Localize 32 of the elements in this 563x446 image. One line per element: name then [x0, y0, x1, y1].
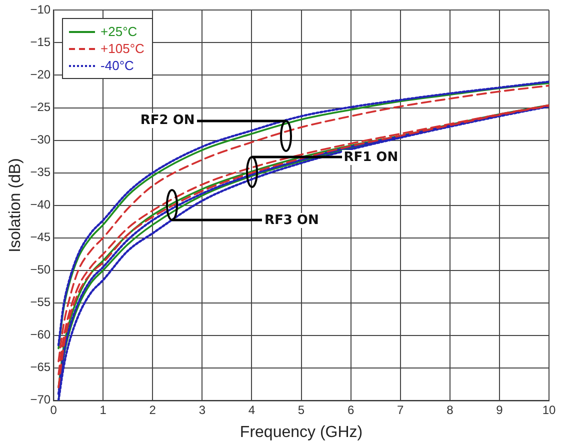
x-axis-title: Frequency (GHz) — [240, 424, 363, 441]
x-tick-label: 9 — [496, 402, 504, 417]
x-tick-label: 3 — [198, 402, 206, 417]
x-tick-label: 1 — [100, 402, 107, 417]
annotation: RF3 ON — [262, 212, 321, 228]
x-tick-label: 8 — [446, 402, 454, 417]
y-tick-label: −60 — [30, 328, 51, 342]
y-tick-label: −25 — [30, 100, 51, 114]
x-tick-label: 2 — [149, 402, 156, 417]
y-tick-label: −20 — [30, 68, 51, 82]
legend-label: +25°C — [100, 23, 138, 40]
x-tick-label: 5 — [298, 402, 305, 417]
y-tick-label: −40 — [30, 198, 51, 212]
y-tick-label: −15 — [30, 35, 51, 50]
y-tick-label: −65 — [30, 360, 51, 374]
y-tick-label: −55 — [30, 295, 51, 310]
annotation: RF1 ON — [342, 150, 400, 165]
x-tick-label: 0 — [50, 402, 58, 417]
y-tick-label: −10 — [30, 2, 51, 17]
legend-label: +105°C — [100, 40, 144, 58]
annotation: RF2 ON — [138, 113, 197, 128]
y-tick-label: −30 — [30, 132, 51, 147]
x-tick-label: 4 — [248, 402, 256, 417]
legend-label: -40°C — [100, 57, 134, 74]
y-tick-label: −70 — [30, 392, 51, 407]
y-axis-title: Isolation (dB) — [7, 158, 24, 252]
y-tick-label: −50 — [30, 262, 51, 277]
x-tick-label: 7 — [397, 402, 404, 417]
y-tick-label: −45 — [30, 230, 51, 244]
x-tick-label: 6 — [347, 402, 354, 417]
x-tick-label: 10 — [542, 402, 556, 417]
y-tick-label: −35 — [30, 165, 51, 180]
